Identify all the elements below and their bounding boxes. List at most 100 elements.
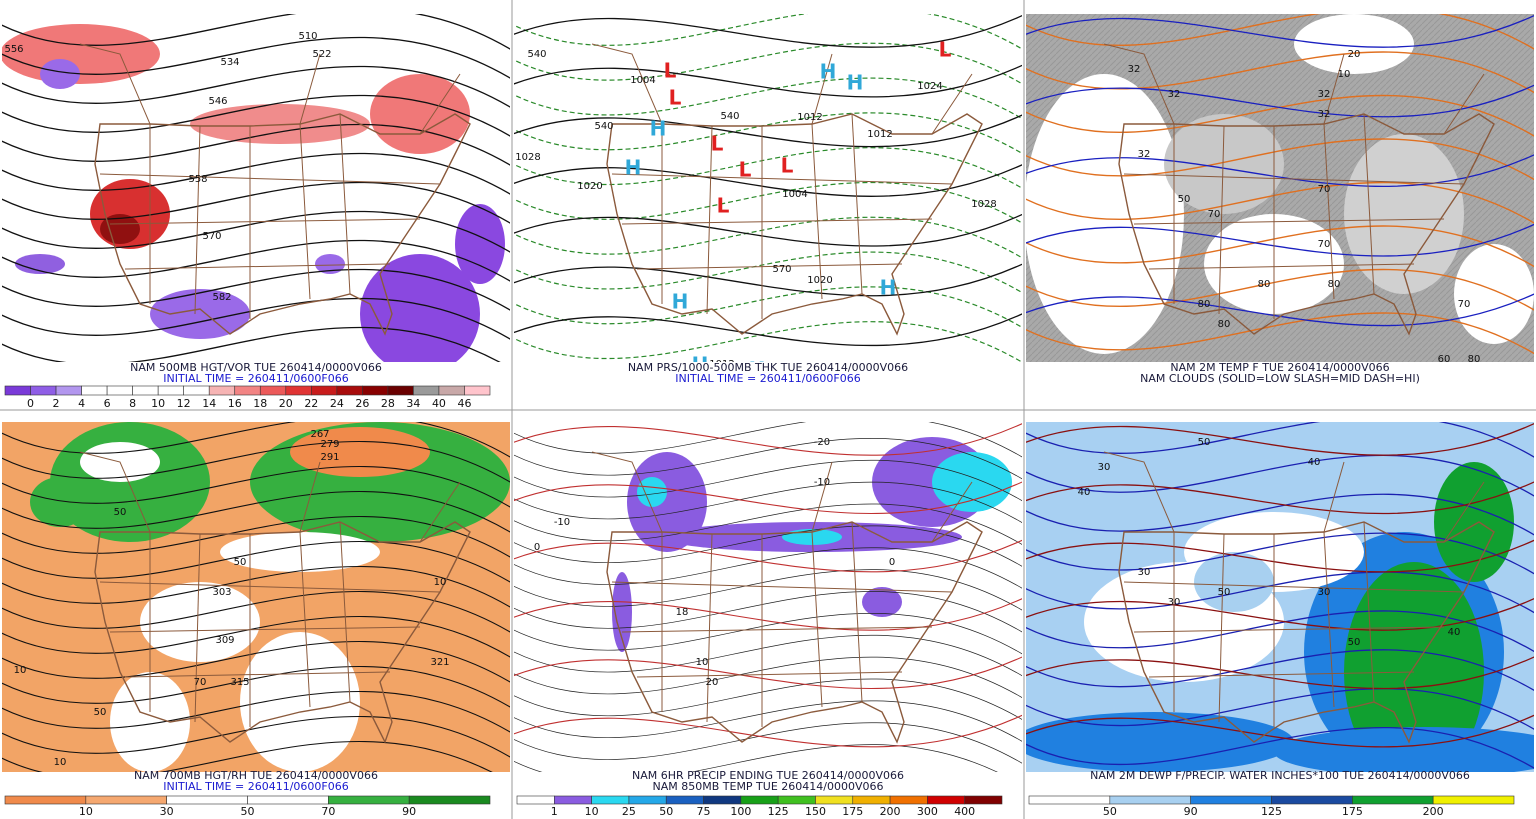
contour xyxy=(514,722,1022,764)
contour-label: 60 xyxy=(1438,354,1451,365)
colorbar-label: 175 xyxy=(842,805,863,818)
contour xyxy=(514,481,1022,524)
state-line xyxy=(811,461,833,533)
panel-subtitle: INITIAL TIME = 260411/0600F066 xyxy=(163,372,348,385)
pressure-center: H xyxy=(650,117,667,141)
colorbar-swatch xyxy=(55,385,82,396)
state-line xyxy=(1133,218,1445,225)
contour-label: 30 xyxy=(1098,462,1111,473)
contour xyxy=(2,665,510,708)
contour xyxy=(2,565,510,608)
contour-label: 70 xyxy=(1458,299,1471,310)
shaded-area xyxy=(1164,114,1284,214)
panel-subtitle: INITIAL TIME = 260411/0600F066 xyxy=(675,372,860,385)
contour-label: 1028 xyxy=(515,152,540,163)
pressure-center: L xyxy=(739,158,752,182)
state-line xyxy=(611,581,953,593)
contour-label: 1020 xyxy=(577,181,602,192)
state-line xyxy=(1443,73,1485,135)
colorbar-swatch xyxy=(285,385,312,396)
state-line xyxy=(1363,521,1375,703)
colorbar-label: 26 xyxy=(355,397,369,410)
colorbar-swatch xyxy=(311,385,338,396)
contour xyxy=(1026,422,1534,456)
contour-label: 522 xyxy=(312,49,331,60)
colorbar-swatch xyxy=(106,385,133,396)
contour-label: 0 xyxy=(889,557,895,568)
state-line xyxy=(1103,43,1175,125)
shaded-area xyxy=(190,104,370,144)
state-line xyxy=(1218,533,1225,723)
contour-label: 1012 xyxy=(709,359,734,370)
colorbar-swatch xyxy=(1432,795,1515,805)
contour-label: 0 xyxy=(534,542,540,553)
contour-label: 18 xyxy=(676,607,689,618)
contour-label: 30 xyxy=(1168,597,1181,608)
contour-label: 80 xyxy=(1468,354,1481,365)
panel-title: NAM 6HR PRECIP ENDING TUE 260414/0000V06… xyxy=(632,769,904,782)
contour-label: 1004 xyxy=(782,189,807,200)
contour xyxy=(514,613,1022,655)
map-area: 30 40 50 30 30 40 50 30 50 40 xyxy=(1026,422,1534,772)
contour xyxy=(2,36,510,79)
contour xyxy=(1026,597,1534,631)
state-line xyxy=(706,125,713,315)
colorbar-swatch xyxy=(1028,795,1111,805)
state-line xyxy=(99,581,441,593)
contour xyxy=(2,640,510,683)
state-line xyxy=(1323,53,1345,125)
contour xyxy=(2,422,510,458)
contour xyxy=(2,615,510,658)
contour xyxy=(2,65,510,108)
colorbar-swatch xyxy=(464,385,491,396)
contour-label: 546 xyxy=(208,96,227,107)
colorbar-label: 2 xyxy=(53,397,60,410)
contour xyxy=(514,181,1022,224)
contour-label: 321 xyxy=(430,657,449,668)
contour xyxy=(2,715,510,758)
shaded-area xyxy=(455,204,505,284)
colorbar-swatch xyxy=(166,795,248,805)
contour-label: 70 xyxy=(194,677,207,688)
contour xyxy=(2,465,510,508)
state-line xyxy=(124,263,391,270)
contour xyxy=(514,678,1022,721)
pressure-center: L xyxy=(939,38,952,62)
contour-label: 540 xyxy=(527,49,546,60)
contour-label: 570 xyxy=(772,264,791,275)
pressure-center: L xyxy=(781,154,794,178)
pressure-center: L xyxy=(717,194,730,218)
colorbar-label: 24 xyxy=(330,397,344,410)
contour-label: 1012 xyxy=(797,112,822,123)
map-panel: 30 40 50 30 30 40 50 30 50 40 NAM 2M DEWP F/PRECIP… xyxy=(1026,422,1534,818)
state-line xyxy=(299,123,311,300)
map-area: 556 510 522 534 546 558 570 582 xyxy=(2,14,510,362)
contour-label: 32 xyxy=(1318,109,1331,120)
colorbar-swatch xyxy=(1352,795,1434,805)
colorbar-label: 75 xyxy=(697,805,711,818)
colorbar-swatch xyxy=(4,385,31,396)
contour-label: 50 xyxy=(1178,194,1191,205)
contour xyxy=(2,740,493,772)
contour xyxy=(2,239,510,282)
contour-label: 40 xyxy=(1308,457,1321,468)
pressure-center: H xyxy=(880,276,897,300)
contour xyxy=(1026,726,1534,770)
state-line xyxy=(109,218,421,225)
state-line xyxy=(299,53,321,125)
contour-label: 32 xyxy=(1128,64,1141,75)
colorbar-swatch xyxy=(132,385,159,396)
map-area: 540 1004 540 1012 1012 1004 1020 1028 1020 1028 10… xyxy=(514,14,1022,370)
contour-label: 1028 xyxy=(971,199,996,210)
colorbar-label: 100 xyxy=(730,805,751,818)
contour xyxy=(1026,293,1534,327)
colorbar-label: 50 xyxy=(241,805,255,818)
map-area: -20 -10 0 0 10 20 -10 18 xyxy=(514,422,1022,772)
pressure-center: L xyxy=(669,86,682,110)
contour xyxy=(514,263,1022,297)
contour-label: 40 xyxy=(1448,627,1461,638)
state-line xyxy=(1148,263,1415,270)
state-line xyxy=(1323,461,1345,533)
boundary xyxy=(94,521,471,744)
